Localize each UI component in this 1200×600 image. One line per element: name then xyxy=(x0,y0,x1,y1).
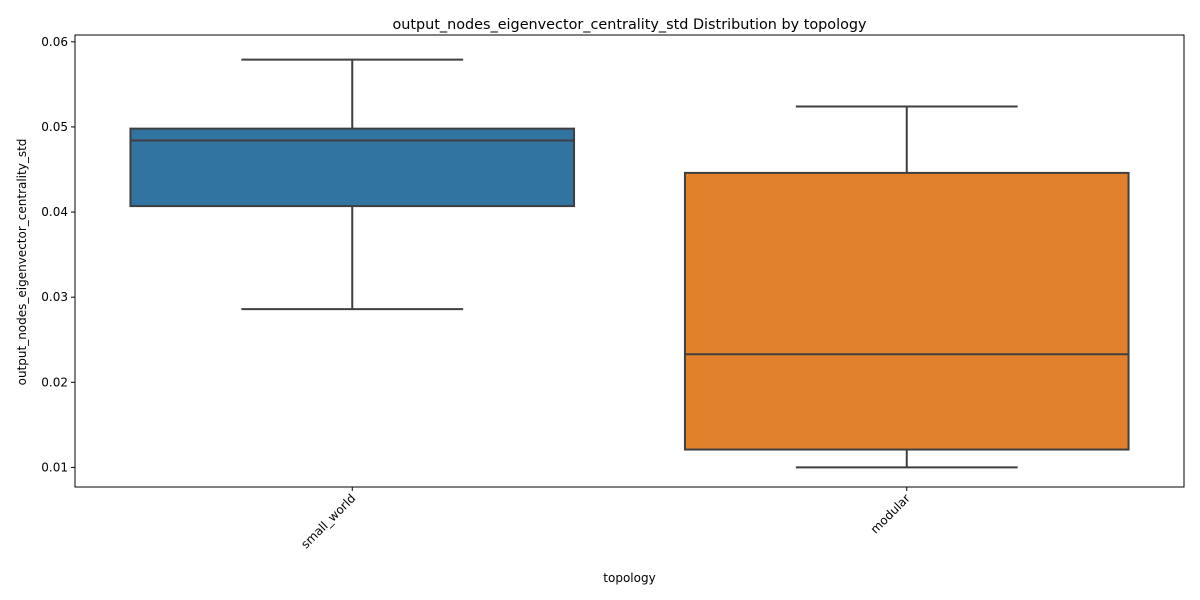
iqr-box-modular xyxy=(683,171,1130,451)
x-tick-label: small_world xyxy=(298,491,358,551)
y-tick-label: 0.01 xyxy=(41,460,68,474)
y-axis: 0.01 0.02 0.03 0.04 0.05 0.06 xyxy=(41,35,75,474)
y-tick-label: 0.04 xyxy=(41,205,68,219)
x-tick-label: modular xyxy=(868,491,913,536)
y-tick-label: 0.05 xyxy=(41,120,68,134)
x-axis-title: topology xyxy=(603,571,655,585)
chart-title: output_nodes_eigenvector_centrality_std … xyxy=(392,17,867,33)
y-tick-label: 0.06 xyxy=(41,35,68,49)
y-tick-label: 0.03 xyxy=(41,290,68,304)
box-small_world xyxy=(129,58,576,311)
plot-frame xyxy=(74,34,1185,488)
y-axis-title: output_nodes_eigenvector_centrality_std xyxy=(15,139,29,386)
plot-area xyxy=(129,58,1130,469)
y-tick-label: 0.02 xyxy=(41,375,68,389)
x-axis: small_world modular xyxy=(298,487,913,551)
box-modular xyxy=(683,105,1130,469)
